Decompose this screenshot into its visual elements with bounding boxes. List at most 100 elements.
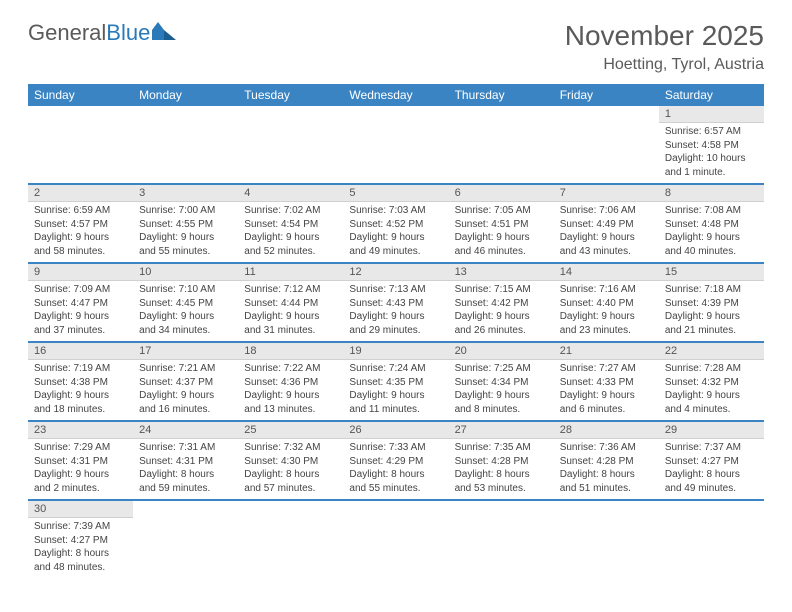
- daylight-text: Daylight: 9 hours and 8 minutes.: [455, 389, 548, 416]
- daylight-text: Daylight: 9 hours and 18 minutes.: [34, 389, 127, 416]
- day-number: 10: [133, 264, 238, 281]
- daylight-text: Daylight: 9 hours and 16 minutes.: [139, 389, 232, 416]
- daylight-text: Daylight: 9 hours and 37 minutes.: [34, 310, 127, 337]
- sunset-text: Sunset: 4:35 PM: [349, 376, 442, 390]
- day-details: Sunrise: 7:05 AMSunset: 4:51 PMDaylight:…: [449, 202, 554, 262]
- day-number-cell: 27: [449, 421, 554, 439]
- daylight-text: Daylight: 8 hours and 49 minutes.: [665, 468, 758, 495]
- weekday-header: Wednesday: [343, 84, 448, 106]
- day-details: Sunrise: 7:18 AMSunset: 4:39 PMDaylight:…: [659, 281, 764, 341]
- day-number-cell: 25: [238, 421, 343, 439]
- day-details: Sunrise: 6:59 AMSunset: 4:57 PMDaylight:…: [28, 202, 133, 262]
- brand-part2: Blue: [106, 20, 150, 46]
- day-number-cell: [343, 500, 448, 518]
- day-number-cell: 19: [343, 342, 448, 360]
- day-details: Sunrise: 7:25 AMSunset: 4:34 PMDaylight:…: [449, 360, 554, 420]
- day-data-cell: [554, 123, 659, 184]
- day-number: 13: [449, 264, 554, 281]
- daylight-text: Daylight: 8 hours and 53 minutes.: [455, 468, 548, 495]
- day-details: Sunrise: 7:03 AMSunset: 4:52 PMDaylight:…: [343, 202, 448, 262]
- sunrise-text: Sunrise: 7:22 AM: [244, 362, 337, 376]
- sunset-text: Sunset: 4:37 PM: [139, 376, 232, 390]
- day-number: 16: [28, 343, 133, 360]
- sunrise-text: Sunrise: 7:28 AM: [665, 362, 758, 376]
- sunset-text: Sunset: 4:40 PM: [560, 297, 653, 311]
- daylight-text: Daylight: 9 hours and 40 minutes.: [665, 231, 758, 258]
- daylight-text: Daylight: 8 hours and 55 minutes.: [349, 468, 442, 495]
- daylight-text: Daylight: 9 hours and 46 minutes.: [455, 231, 548, 258]
- month-title: November 2025: [565, 20, 764, 52]
- day-data-cell: [659, 518, 764, 578]
- day-number-cell: [554, 106, 659, 123]
- sunrise-text: Sunrise: 7:21 AM: [139, 362, 232, 376]
- day-details: Sunrise: 7:02 AMSunset: 4:54 PMDaylight:…: [238, 202, 343, 262]
- day-data-cell: Sunrise: 7:36 AMSunset: 4:28 PMDaylight:…: [554, 439, 659, 500]
- daylight-text: Daylight: 9 hours and 11 minutes.: [349, 389, 442, 416]
- day-number: 24: [133, 422, 238, 439]
- day-data-cell: [28, 123, 133, 184]
- day-details: Sunrise: 7:15 AMSunset: 4:42 PMDaylight:…: [449, 281, 554, 341]
- day-number-cell: [28, 106, 133, 123]
- day-number-cell: 5: [343, 184, 448, 202]
- day-number-cell: [449, 106, 554, 123]
- day-number-cell: 15: [659, 263, 764, 281]
- day-number: 17: [133, 343, 238, 360]
- sunset-text: Sunset: 4:38 PM: [34, 376, 127, 390]
- day-details: Sunrise: 7:24 AMSunset: 4:35 PMDaylight:…: [343, 360, 448, 420]
- daylight-text: Daylight: 9 hours and 6 minutes.: [560, 389, 653, 416]
- day-number: 30: [28, 501, 133, 518]
- day-details: Sunrise: 7:31 AMSunset: 4:31 PMDaylight:…: [133, 439, 238, 499]
- day-number-cell: 21: [554, 342, 659, 360]
- day-number: 9: [28, 264, 133, 281]
- day-details: Sunrise: 7:13 AMSunset: 4:43 PMDaylight:…: [343, 281, 448, 341]
- sunset-text: Sunset: 4:36 PM: [244, 376, 337, 390]
- calendar-table: Sunday Monday Tuesday Wednesday Thursday…: [28, 84, 764, 578]
- day-data-cell: Sunrise: 7:35 AMSunset: 4:28 PMDaylight:…: [449, 439, 554, 500]
- day-data-cell: Sunrise: 7:15 AMSunset: 4:42 PMDaylight:…: [449, 281, 554, 342]
- sunrise-text: Sunrise: 7:03 AM: [349, 204, 442, 218]
- sunset-text: Sunset: 4:51 PM: [455, 218, 548, 232]
- sunrise-text: Sunrise: 7:00 AM: [139, 204, 232, 218]
- day-details: Sunrise: 7:22 AMSunset: 4:36 PMDaylight:…: [238, 360, 343, 420]
- daylight-text: Daylight: 9 hours and 13 minutes.: [244, 389, 337, 416]
- sunrise-text: Sunrise: 7:29 AM: [34, 441, 127, 455]
- day-number-cell: 24: [133, 421, 238, 439]
- day-data-row: Sunrise: 7:09 AMSunset: 4:47 PMDaylight:…: [28, 281, 764, 342]
- day-details: Sunrise: 7:19 AMSunset: 4:38 PMDaylight:…: [28, 360, 133, 420]
- day-details: Sunrise: 7:06 AMSunset: 4:49 PMDaylight:…: [554, 202, 659, 262]
- day-data-cell: Sunrise: 7:29 AMSunset: 4:31 PMDaylight:…: [28, 439, 133, 500]
- day-number-cell: [554, 500, 659, 518]
- day-number-cell: 22: [659, 342, 764, 360]
- sunrise-text: Sunrise: 7:16 AM: [560, 283, 653, 297]
- day-number-cell: 8: [659, 184, 764, 202]
- daylight-text: Daylight: 9 hours and 34 minutes.: [139, 310, 232, 337]
- day-data-cell: Sunrise: 7:10 AMSunset: 4:45 PMDaylight:…: [133, 281, 238, 342]
- day-number: 12: [343, 264, 448, 281]
- daylight-text: Daylight: 9 hours and 21 minutes.: [665, 310, 758, 337]
- day-data-cell: [133, 518, 238, 578]
- sunrise-text: Sunrise: 7:09 AM: [34, 283, 127, 297]
- day-data-row: Sunrise: 6:59 AMSunset: 4:57 PMDaylight:…: [28, 202, 764, 263]
- day-number-cell: [238, 106, 343, 123]
- day-number-cell: 9: [28, 263, 133, 281]
- day-data-cell: [238, 123, 343, 184]
- day-number: 29: [659, 422, 764, 439]
- daylight-text: Daylight: 9 hours and 31 minutes.: [244, 310, 337, 337]
- brand-logo: GeneralBlue: [28, 20, 178, 46]
- day-number: 4: [238, 185, 343, 202]
- sunset-text: Sunset: 4:27 PM: [665, 455, 758, 469]
- day-number: 5: [343, 185, 448, 202]
- sunset-text: Sunset: 4:54 PM: [244, 218, 337, 232]
- day-number-cell: [238, 500, 343, 518]
- day-data-row: Sunrise: 7:19 AMSunset: 4:38 PMDaylight:…: [28, 360, 764, 421]
- day-number-cell: 18: [238, 342, 343, 360]
- sunrise-text: Sunrise: 7:13 AM: [349, 283, 442, 297]
- day-details: Sunrise: 7:16 AMSunset: 4:40 PMDaylight:…: [554, 281, 659, 341]
- day-number-cell: [449, 500, 554, 518]
- sunset-text: Sunset: 4:49 PM: [560, 218, 653, 232]
- day-data-cell: [343, 123, 448, 184]
- sunrise-text: Sunrise: 6:57 AM: [665, 125, 758, 139]
- day-data-cell: [554, 518, 659, 578]
- sunrise-text: Sunrise: 7:12 AM: [244, 283, 337, 297]
- day-data-cell: [449, 518, 554, 578]
